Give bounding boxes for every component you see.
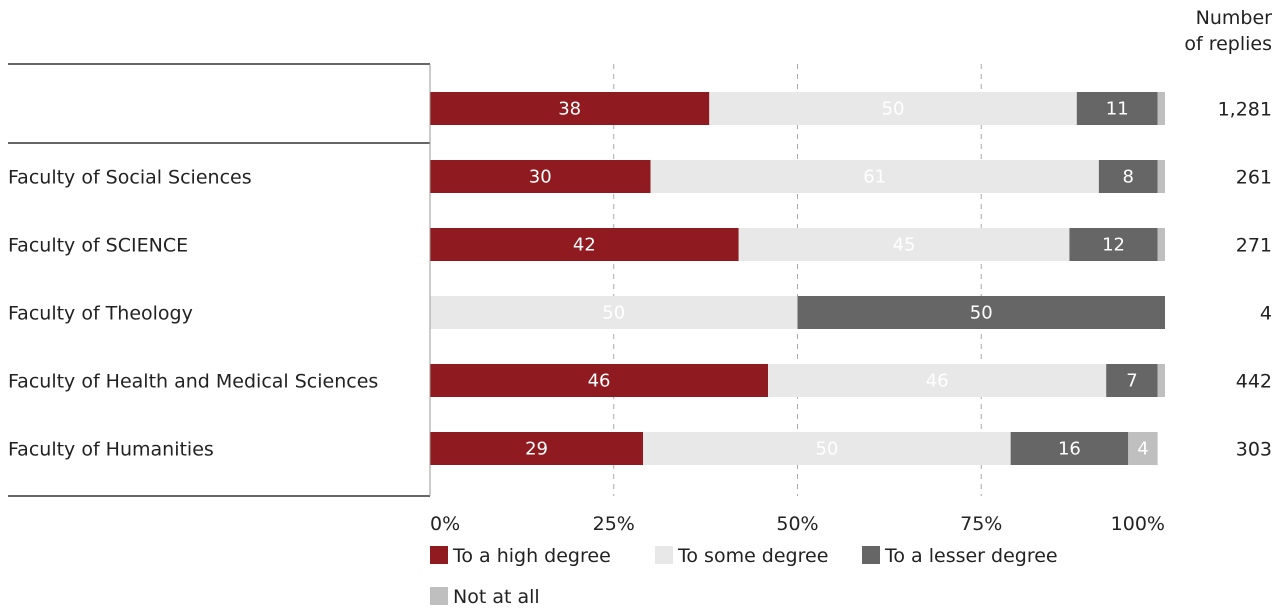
category-label: Faculty of Social Sciences [8,167,252,189]
legend-swatch [430,587,448,605]
x-tick-label: 50% [776,513,818,535]
data-label: 46 [588,371,611,392]
data-label: 46 [926,371,949,392]
data-label: 8 [1123,167,1134,188]
bar-segment [709,92,1077,125]
bar-segment [1069,228,1158,261]
data-label: 50 [602,303,625,324]
bar-segment [1106,364,1158,397]
replies-value: 261 [1236,167,1272,189]
data-label: 16 [1058,439,1081,460]
data-label: 7 [1126,371,1137,392]
replies-value: 4 [1260,303,1272,325]
bar-segment [430,92,710,125]
x-tick-label: 100% [1111,513,1165,535]
legend-swatch [862,546,880,564]
replies-value: 303 [1236,439,1272,461]
x-axis-ticks: 0% 25% 50% 75% 100% [430,513,1165,535]
bar-segment [430,364,769,397]
x-tick-label: 75% [960,513,1002,535]
data-label: 38 [558,99,581,120]
data-label: 12 [1102,235,1125,256]
data-label: 4 [1137,439,1148,460]
bar-segment [1157,92,1165,125]
data-label: 30 [529,167,552,188]
legend-swatch [655,546,673,564]
data-label: 50 [882,99,905,120]
data-label: 45 [893,235,916,256]
data-label: 29 [525,439,548,460]
grid-lines [613,64,982,496]
legend-label: To a lesser degree [884,545,1058,567]
bar-segment [1010,432,1129,465]
legend: To a high degree To some degree To a lesse… [430,545,1058,608]
legend-swatch [430,546,448,564]
category-label: Faculty of Humanities [8,439,214,461]
bar-segment [430,432,644,465]
bar-segment [643,432,1011,465]
table-frame [8,63,431,497]
bar-segment [768,364,1107,397]
bar-segment [1157,228,1165,261]
bar-segment [797,296,1165,329]
bar-segment [430,228,739,261]
replies-header: Number [1196,7,1273,29]
replies-header: of replies [1184,33,1272,55]
x-tick-label: 25% [593,513,635,535]
bar-segment [430,160,651,193]
bar-segment [1076,92,1158,125]
bar-segment [738,228,1070,261]
category-label: Faculty of SCIENCE [8,235,188,257]
replies-value: 442 [1236,371,1272,393]
data-label: 61 [863,167,886,188]
replies-column: 1,281 261 271 4 442 303 Number of replies [1184,7,1272,461]
replies-value: 271 [1236,235,1272,257]
bar-segment [1128,432,1158,465]
bar-segment [1157,160,1165,193]
category-label: Faculty of Theology [8,303,193,325]
bars: 38 50 11 30 61 8 42 45 12 50 50 46 46 7 29 50 16 4 [430,92,1165,465]
legend-label: To some degree [677,545,828,567]
legend-label: To a high degree [452,545,611,567]
data-label: 50 [970,303,993,324]
replies-value: 1,281 [1218,99,1272,121]
category-labels: Faculty of Social Sciences Faculty of SCI… [8,167,378,461]
category-label: Faculty of Health and Medical Sciences [8,371,378,393]
x-tick-label: 0% [430,513,460,535]
bar-segment [1157,364,1165,397]
data-label: 42 [573,235,596,256]
bar-segment [430,296,798,329]
data-label: 11 [1106,99,1129,120]
bar-segment [650,160,1099,193]
data-label: 50 [815,439,838,460]
legend-label: Not at all [453,586,540,608]
bar-segment [1098,160,1158,193]
